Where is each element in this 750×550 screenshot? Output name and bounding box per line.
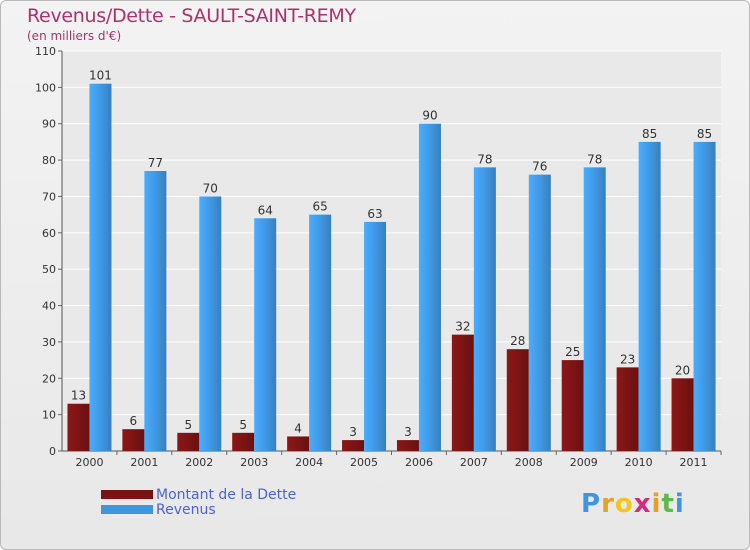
chart-title: Revenus/Dette - SAULT-SAINT-REMY — [27, 5, 356, 27]
data-label-dette-2011: 20 — [675, 363, 690, 377]
y-tick-label-30: 30 — [42, 336, 56, 349]
y-tick-label-70: 70 — [42, 190, 56, 203]
data-label-revenus-2003: 64 — [258, 203, 273, 217]
bar-dette-2011 — [671, 378, 694, 451]
legend-swatch-dette — [101, 490, 153, 499]
x-tick-label-2002: 2002 — [185, 456, 213, 469]
y-tick-label-90: 90 — [42, 118, 56, 131]
legend-label-dette: Montant de la Dette — [156, 486, 297, 503]
bar-revenus-2000 — [89, 83, 112, 452]
legend-item-dette: Montant de la Dette — [101, 486, 297, 503]
plot-area — [62, 51, 721, 451]
data-label-dette-2006: 3 — [404, 425, 412, 439]
x-tick-label-2007: 2007 — [460, 456, 488, 469]
x-tick-label-2006: 2006 — [405, 456, 433, 469]
bar-dette-2002 — [177, 432, 200, 451]
y-tick-label-110: 110 — [35, 45, 56, 58]
x-tick-label-2003: 2003 — [240, 456, 268, 469]
bar-revenus-2008 — [528, 174, 551, 452]
data-label-revenus-2004: 65 — [312, 200, 327, 214]
bar-dette-2010 — [616, 367, 639, 451]
chart-subtitle: (en milliers d'€) — [27, 29, 122, 43]
data-label-revenus-2011: 85 — [697, 127, 712, 141]
data-label-revenus-2006: 90 — [422, 109, 437, 123]
y-tick-label-60: 60 — [42, 227, 56, 240]
y-tick-label-100: 100 — [35, 81, 56, 94]
bar-dette-2009 — [561, 360, 584, 451]
data-label-dette-2000: 13 — [71, 389, 86, 403]
bar-dette-2008 — [506, 349, 529, 451]
x-tick-label-2004: 2004 — [295, 456, 323, 469]
bar-dette-2001 — [122, 429, 145, 451]
y-tick-label-10: 10 — [42, 409, 56, 422]
data-label-dette-2005: 3 — [349, 425, 357, 439]
bar-dette-2006 — [396, 440, 419, 451]
data-label-dette-2007: 32 — [455, 320, 470, 334]
bar-dette-2007 — [451, 334, 474, 451]
bar-revenus-2010 — [638, 141, 661, 451]
x-tick-label-2010: 2010 — [625, 456, 653, 469]
bar-dette-2004 — [287, 436, 310, 451]
logo-letter: i — [674, 489, 685, 519]
y-tick-label-50: 50 — [42, 263, 56, 276]
data-label-revenus-2008: 76 — [532, 160, 547, 174]
data-label-revenus-2001: 77 — [148, 156, 163, 170]
y-tick-label-80: 80 — [42, 154, 56, 167]
data-label-dette-2004: 4 — [294, 421, 302, 435]
data-label-dette-2010: 23 — [620, 352, 635, 366]
logo-letter: t — [661, 489, 675, 519]
data-label-dette-2003: 5 — [239, 418, 247, 432]
data-label-dette-2009: 25 — [565, 345, 580, 359]
bar-revenus-2003 — [254, 218, 277, 451]
legend-label-revenus: Revenus — [156, 501, 216, 518]
legend: Montant de la Dette Revenus — [101, 486, 297, 518]
x-tick-label-2008: 2008 — [515, 456, 543, 469]
bar-revenus-2011 — [693, 141, 716, 451]
bar-revenus-2009 — [583, 167, 606, 451]
data-label-revenus-2010: 85 — [642, 127, 657, 141]
bar-dette-2005 — [342, 440, 365, 451]
bar-revenus-2007 — [473, 167, 496, 451]
data-label-revenus-2009: 78 — [587, 152, 602, 166]
bar-revenus-2004 — [309, 214, 332, 451]
logo-letter: i — [651, 489, 662, 519]
proxiti-logo: Proxiti — [581, 489, 685, 519]
data-label-dette-2002: 5 — [184, 418, 192, 432]
logo-letter: o — [614, 489, 634, 519]
y-tick-label-40: 40 — [42, 300, 56, 313]
y-tick-label-20: 20 — [42, 372, 56, 385]
logo-letter: r — [601, 489, 615, 519]
data-label-revenus-2007: 78 — [477, 152, 492, 166]
data-label-revenus-2000: 101 — [89, 69, 112, 83]
bar-dette-2003 — [232, 432, 255, 451]
x-tick-label-2009: 2009 — [570, 456, 598, 469]
legend-swatch-revenus — [101, 505, 153, 514]
legend-item-revenus: Revenus — [101, 501, 296, 518]
logo-letter: x — [633, 489, 652, 519]
data-label-dette-2001: 6 — [130, 414, 138, 428]
data-label-revenus-2002: 70 — [203, 181, 218, 195]
data-label-dette-2008: 28 — [510, 334, 525, 348]
y-tick-label-0: 0 — [49, 445, 56, 458]
bar-dette-2000 — [67, 403, 90, 451]
x-tick-label-2001: 2001 — [130, 456, 158, 469]
bar-revenus-2001 — [144, 171, 167, 451]
x-tick-label-2000: 2000 — [75, 456, 103, 469]
bar-revenus-2002 — [199, 196, 222, 451]
x-tick-label-2011: 2011 — [680, 456, 708, 469]
bar-revenus-2006 — [418, 123, 441, 452]
logo-letter: P — [581, 489, 602, 519]
data-label-revenus-2005: 63 — [367, 207, 382, 221]
bar-revenus-2005 — [364, 221, 387, 451]
x-tick-label-2005: 2005 — [350, 456, 378, 469]
